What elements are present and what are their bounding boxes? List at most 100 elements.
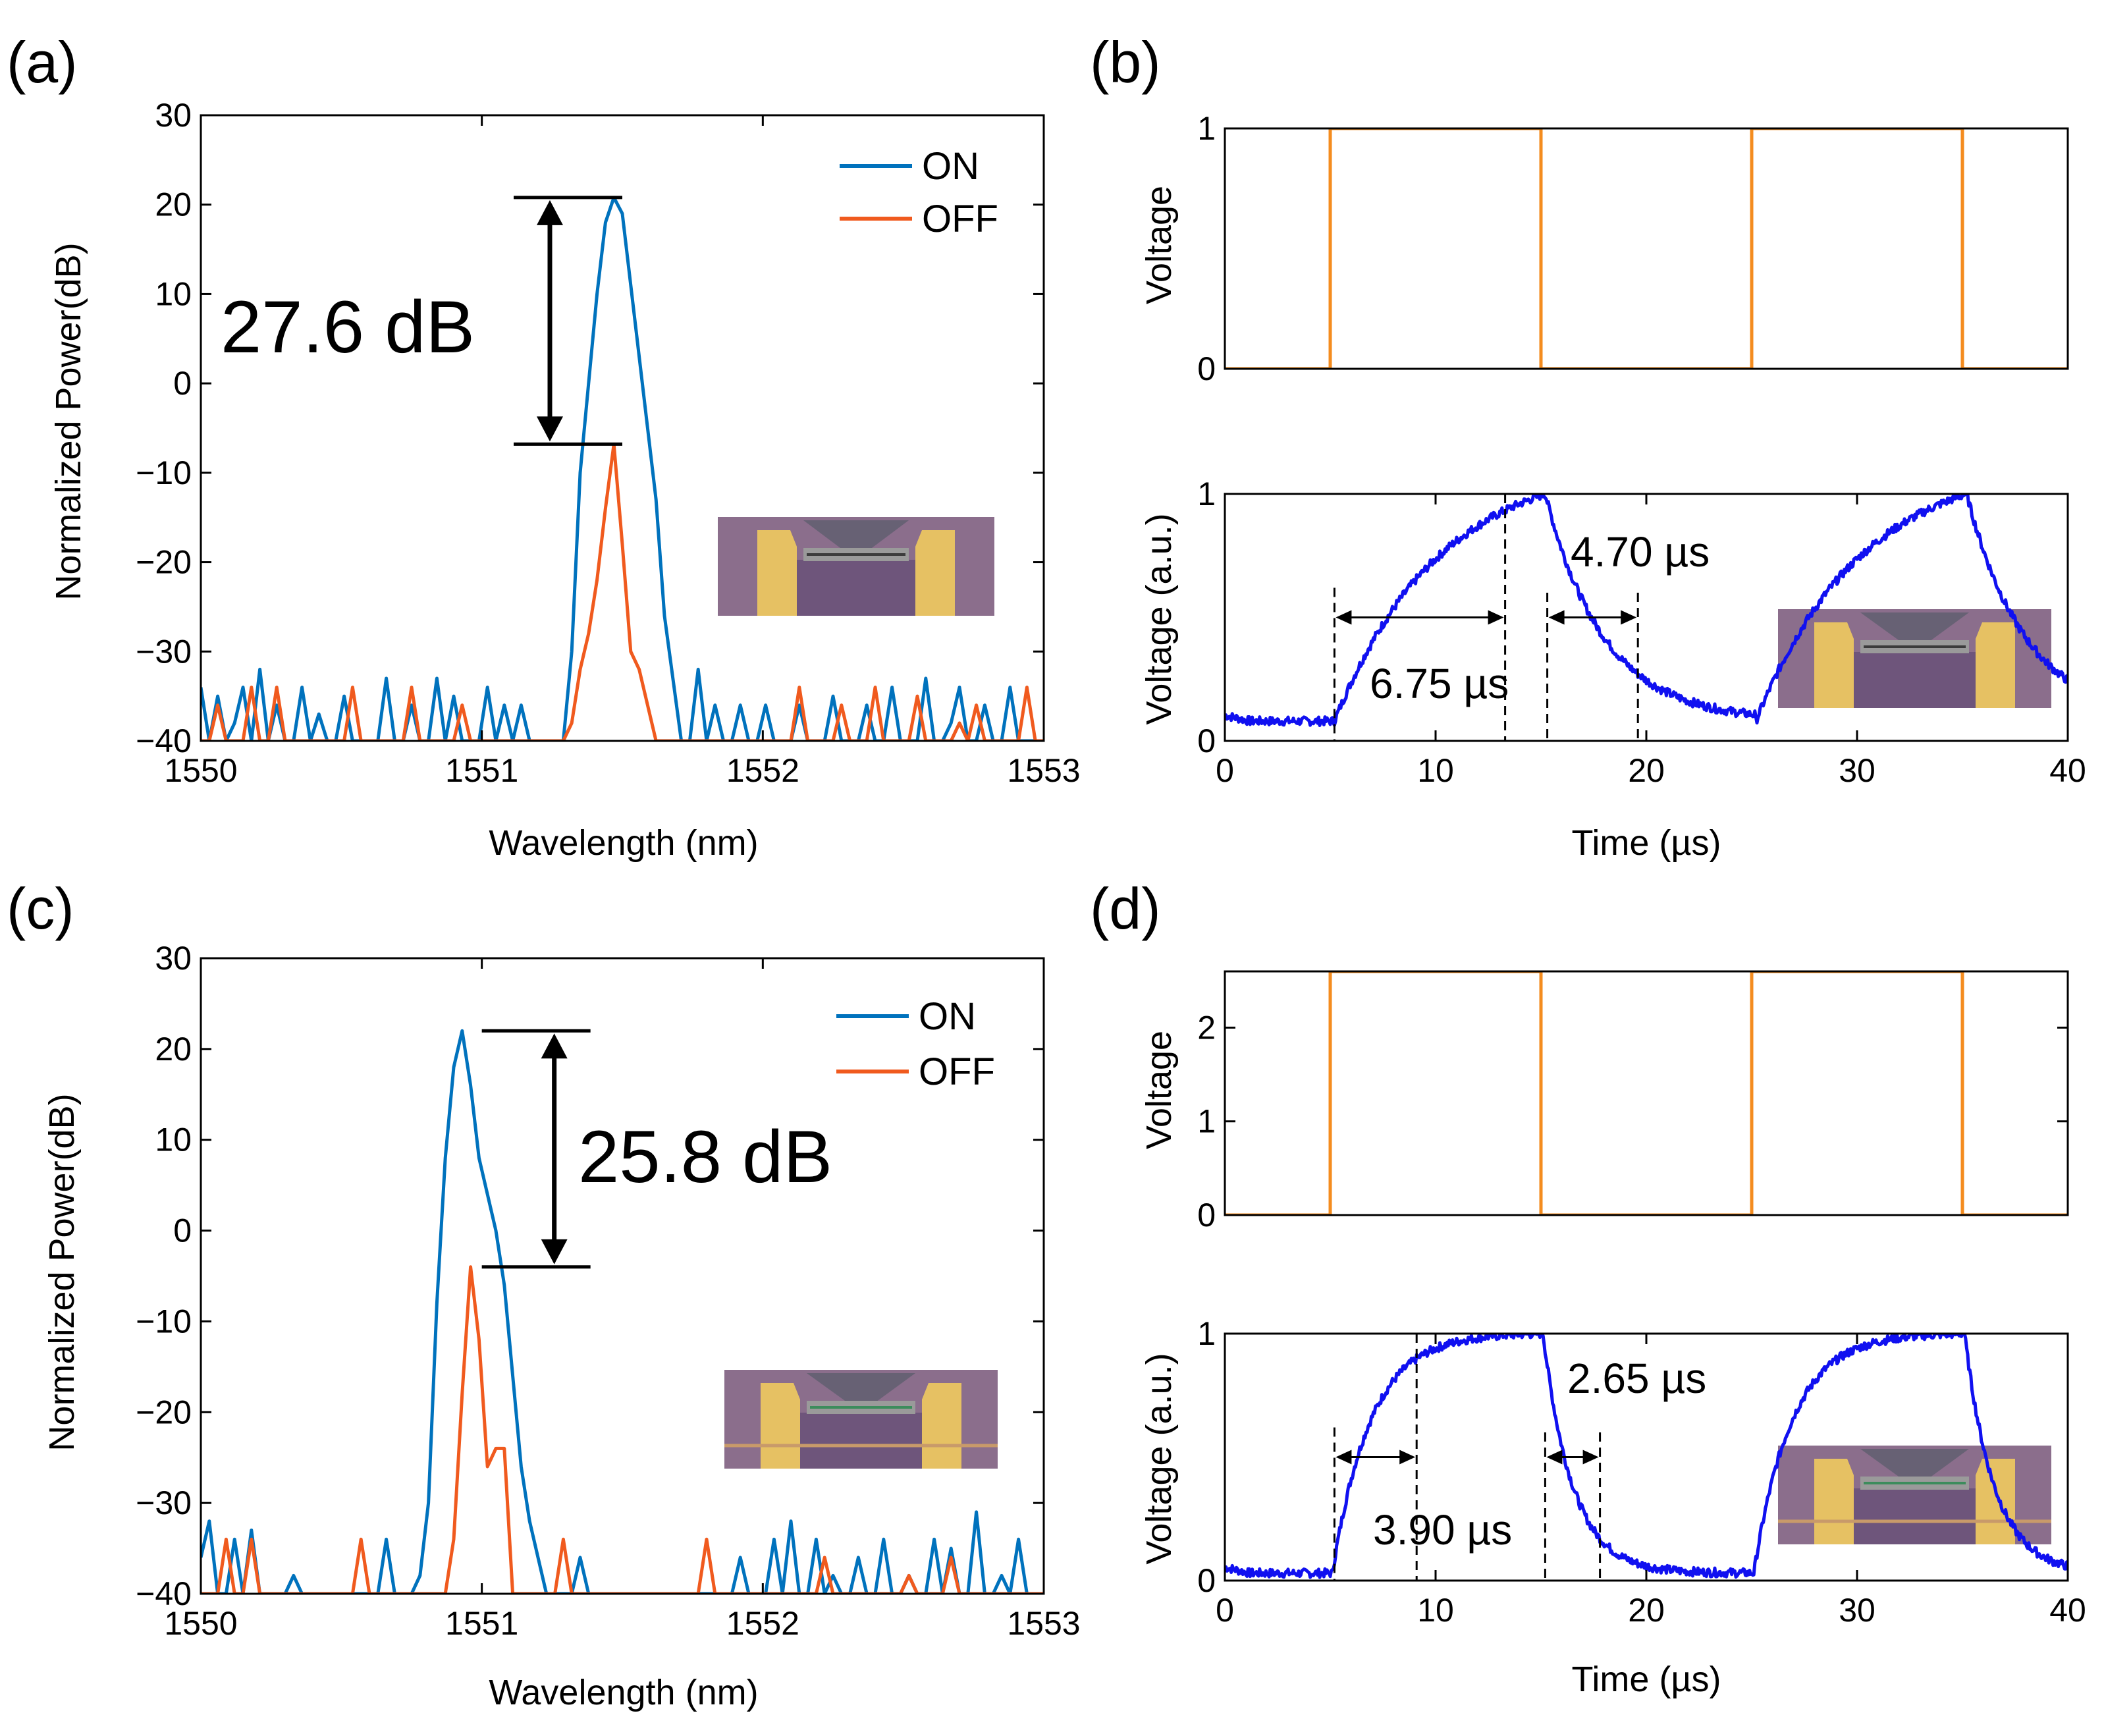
chart-b-bottom-ylabel: Voltage (a.u.) <box>1139 513 1179 724</box>
chart-d-rise-time-label: 3.90 µs <box>1373 1506 1512 1554</box>
chart-a-ylabel: Normalized Power(dB) <box>49 242 88 600</box>
chart-a-ytick-label: −20 <box>136 544 192 581</box>
chart-a-extinction-label: 27.6 dB <box>221 286 475 368</box>
chart-c-ytick-label: 10 <box>155 1122 192 1158</box>
chart-a-ytick-label: −30 <box>136 633 192 670</box>
chart-c-chip-image <box>724 1370 998 1469</box>
chart-c-xtick-label: 1551 <box>445 1605 518 1642</box>
chart-d-top-ytick-label: 2 <box>1197 1009 1216 1046</box>
chart-c-xlabel: Wavelength (nm) <box>489 1673 758 1712</box>
chart-d-bottom-span-arrow-right <box>1582 1450 1599 1465</box>
chart-d-top-series-drive <box>1225 971 2068 1215</box>
chart-a-legend-off: OFF <box>922 198 998 240</box>
chart-c-arrowhead-down <box>541 1239 568 1264</box>
chart-d-top-ytick-label: 0 <box>1197 1197 1216 1234</box>
panel-label-c: (c) <box>7 876 74 941</box>
chart-b-chip-image <box>1778 609 2051 708</box>
chart-b-bottom-xlabel: Time (µs) <box>1571 823 1721 863</box>
chart-b-bottom-span-arrow-right <box>1621 610 1637 625</box>
chart-c-legend-off: OFF <box>919 1050 995 1093</box>
chart-d-bottom-xtick-label: 0 <box>1216 1592 1234 1629</box>
chart-a-xtick-label: 1553 <box>1007 752 1080 789</box>
chart-a-xtick-label: 1552 <box>726 752 799 789</box>
chart-a-ytick-label: 0 <box>173 365 192 402</box>
chart-c-arrowhead-up <box>541 1033 568 1059</box>
chart-d-bottom-span-arrow-right <box>1399 1450 1416 1465</box>
chart-b-top-ylabel: Voltage <box>1139 186 1179 304</box>
chart-d-drive: Voltage 0 1 2 <box>1139 970 2069 1234</box>
chart-d-bottom-xtick-label: 30 <box>1839 1592 1875 1629</box>
chart-c-axes-box <box>200 957 1045 1595</box>
chart-a-chip-image <box>718 517 994 616</box>
chart-a-xlabel: Wavelength (nm) <box>489 823 758 863</box>
chart-b-drive: Voltage 0 1 <box>1139 110 2069 387</box>
chart-d-response: Time (µs) Voltage (a.u.) 3.90 µs 2.65 µs… <box>1139 1315 2086 1699</box>
chart-d-bottom-ylabel: Voltage (a.u.) <box>1139 1353 1179 1564</box>
chart-b-bottom-xtick-label: 40 <box>2049 752 2086 789</box>
chart-c-ytick-label: −20 <box>136 1394 192 1430</box>
chart-b-bottom-ytick-label: 0 <box>1197 722 1216 759</box>
chart-a-xtick-label: 1550 <box>164 752 237 789</box>
chart-c-ytick-label: 30 <box>155 940 192 977</box>
chart-a-axes-box <box>200 114 1045 742</box>
chart-d-bottom-span-arrow-left <box>1335 1450 1352 1465</box>
chart-b-bottom-xtick-label: 30 <box>1839 752 1875 789</box>
chart-c-legend-on: ON <box>919 995 976 1038</box>
chart-b-rise-time-label: 6.75 µs <box>1370 660 1509 707</box>
chart-a-ytick-label: 10 <box>155 275 192 312</box>
chart-b-top-ytick-label: 0 <box>1197 350 1216 387</box>
chart-a-xtick-label: 1551 <box>445 752 518 789</box>
chart-a-spectrum: Wavelength (nm) Normalized Power(dB) ON … <box>49 97 1081 863</box>
chart-c-ylabel: Normalized Power(dB) <box>42 1093 82 1451</box>
chart-c-xtick-label: 1553 <box>1007 1605 1080 1642</box>
chart-a-series-on <box>201 196 1044 741</box>
chart-c-xtick-label: 1552 <box>726 1605 799 1642</box>
panel-label-b: (b) <box>1090 30 1161 95</box>
chart-b-bottom-span-arrow-left <box>1548 610 1565 625</box>
chart-c-spectrum: Wavelength (nm) Normalized Power(dB) ON … <box>42 940 1081 1712</box>
chart-a-series-off <box>201 442 1044 741</box>
chart-b-bottom-xtick-label: 10 <box>1417 752 1454 789</box>
chart-a-ytick-label: 20 <box>155 186 192 223</box>
chart-b-bottom-series-response <box>1225 494 2068 727</box>
panel-label-d: (d) <box>1090 876 1161 941</box>
chart-b-top-ytick-label: 1 <box>1197 110 1216 147</box>
panel-label-a: (a) <box>7 30 78 95</box>
chart-b-bottom-xtick-label: 0 <box>1216 752 1234 789</box>
chart-d-bottom-xtick-label: 40 <box>2049 1592 2086 1629</box>
chart-a-legend-on: ON <box>922 145 979 188</box>
chart-d-top-ylabel: Voltage <box>1139 1031 1179 1149</box>
chart-a-ytick-label: 30 <box>155 97 192 134</box>
chart-c-ytick-label: −10 <box>136 1303 192 1340</box>
chart-c-ytick-label: −40 <box>136 1575 192 1612</box>
chart-c-xtick-label: 1550 <box>164 1605 237 1642</box>
chart-d-fall-time-label: 2.65 µs <box>1567 1355 1706 1402</box>
chart-a-arrowhead-up <box>537 200 563 225</box>
chart-d-bottom-ytick-label: 1 <box>1197 1315 1216 1352</box>
chart-b-top-series-drive <box>1225 128 2068 369</box>
chart-a-ytick-label: −10 <box>136 454 192 491</box>
chart-d-bottom-xtick-label: 20 <box>1628 1592 1665 1629</box>
chart-c-ytick-label: 0 <box>173 1212 192 1249</box>
chart-d-chip-image <box>1778 1446 2051 1544</box>
chart-d-bottom-ytick-label: 0 <box>1197 1562 1216 1599</box>
chart-d-bottom-xlabel: Time (µs) <box>1571 1660 1721 1699</box>
chart-b-bottom-span-arrow-left <box>1335 610 1352 625</box>
chart-b-response: Time (µs) Voltage (a.u.) 6.75 µs 4.70 µs… <box>1139 475 2086 863</box>
chart-c-ytick-label: 20 <box>155 1031 192 1068</box>
chart-d-top-axes-box <box>1224 970 2069 1216</box>
chart-c-extinction-label: 25.8 dB <box>578 1116 832 1198</box>
chart-b-fall-time-label: 4.70 µs <box>1571 528 1710 576</box>
chart-a-ytick-label: −40 <box>136 722 192 759</box>
chart-d-bottom-series-response <box>1225 1334 2068 1579</box>
chart-c-series-off <box>201 1265 1044 1594</box>
chart-b-bottom-xtick-label: 20 <box>1628 752 1665 789</box>
chart-b-bottom-span-arrow-right <box>1488 610 1504 625</box>
chart-d-bottom-span-arrow-left <box>1546 1450 1563 1465</box>
chart-d-bottom-xtick-label: 10 <box>1417 1592 1454 1629</box>
chart-c-ytick-label: −30 <box>136 1484 192 1521</box>
chart-d-top-ytick-label: 1 <box>1197 1103 1216 1140</box>
chart-b-top-axes-box <box>1224 127 2069 370</box>
chart-b-bottom-ytick-label: 1 <box>1197 475 1216 512</box>
